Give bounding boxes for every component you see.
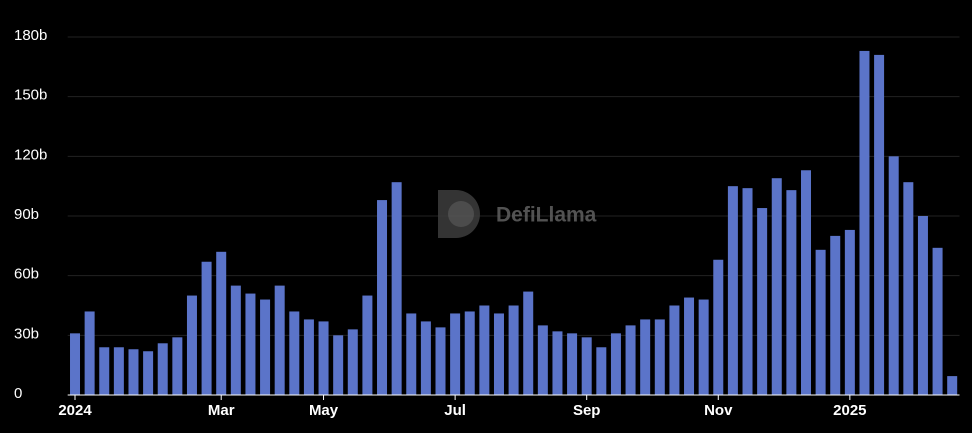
bar — [844, 229, 855, 395]
bar — [435, 327, 446, 395]
bar — [742, 188, 753, 395]
bar — [260, 299, 271, 395]
bar — [932, 247, 943, 395]
x-tick-label: Mar — [208, 402, 235, 419]
bar — [479, 305, 490, 395]
bar — [245, 293, 256, 395]
bar — [669, 305, 680, 395]
bar — [567, 333, 578, 395]
y-tick-label: 150b — [14, 87, 47, 104]
bar — [815, 249, 826, 395]
bar — [333, 335, 344, 395]
bar — [128, 349, 139, 395]
x-tick-label: Nov — [704, 402, 733, 419]
bar — [581, 337, 592, 395]
bar — [172, 337, 183, 395]
bar — [450, 313, 461, 395]
bar — [610, 333, 621, 395]
bar — [99, 347, 110, 395]
bar — [230, 285, 241, 395]
bar — [947, 376, 958, 395]
bar — [464, 311, 475, 395]
bar — [874, 54, 885, 396]
watermark-text: DefiLlama — [496, 204, 597, 227]
bar — [917, 216, 928, 395]
bar — [537, 325, 548, 395]
bar — [391, 182, 402, 395]
bar — [757, 208, 768, 395]
bar — [888, 156, 899, 395]
bar — [830, 235, 841, 395]
bar — [713, 259, 724, 395]
bar — [684, 297, 695, 395]
bar — [596, 347, 607, 395]
y-tick-label: 0 — [14, 385, 22, 402]
y-tick-label: 180b — [14, 27, 47, 44]
bar — [800, 170, 811, 395]
bar — [377, 200, 388, 395]
bar — [303, 319, 314, 395]
x-tick-label: Jul — [444, 402, 466, 419]
bar — [420, 321, 431, 395]
bar — [552, 331, 563, 395]
bar — [157, 343, 168, 395]
bar — [289, 311, 300, 395]
y-tick-label: 30b — [14, 325, 39, 342]
bar — [70, 333, 81, 395]
bar — [727, 186, 738, 395]
bar — [406, 313, 417, 395]
y-tick-label: 120b — [14, 146, 47, 163]
bar — [508, 305, 519, 395]
bar — [113, 347, 124, 395]
watermark: DefiLlama — [438, 190, 597, 238]
bar — [318, 321, 329, 395]
watermark-logo-inner — [448, 201, 474, 227]
bar — [143, 351, 154, 395]
x-tick-label: Sep — [573, 402, 601, 419]
y-tick-label: 90b — [14, 206, 39, 223]
bar — [493, 313, 504, 395]
bar — [654, 319, 665, 395]
bar — [274, 285, 285, 395]
bar — [903, 182, 914, 395]
x-tick-label: May — [309, 402, 339, 419]
bar — [698, 299, 709, 395]
bar — [216, 251, 227, 395]
bar — [786, 190, 797, 395]
y-tick-label: 60b — [14, 266, 39, 283]
bar — [640, 319, 651, 395]
x-tick-label: 2025 — [833, 402, 866, 419]
x-tick-label: 2024 — [58, 402, 92, 419]
bar — [771, 178, 782, 395]
bar — [625, 325, 636, 395]
bar — [347, 329, 358, 395]
bar — [201, 261, 212, 395]
bar — [859, 50, 870, 396]
bar — [523, 291, 534, 395]
bar — [186, 295, 197, 395]
bar — [362, 295, 373, 395]
bar — [84, 311, 95, 395]
